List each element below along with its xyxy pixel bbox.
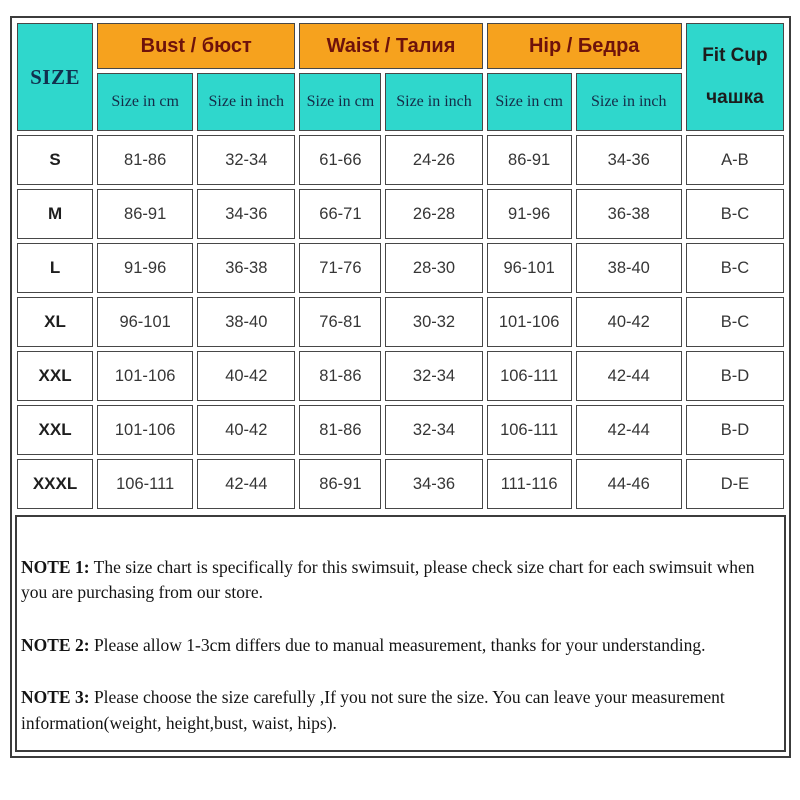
- measurement-cell: 42-44: [575, 351, 682, 401]
- waist-inch-subheader: Size in inch: [385, 73, 483, 131]
- measurement-cell: 106-111: [486, 351, 572, 401]
- measurement-cell: 40-42: [575, 297, 682, 347]
- note-1: NOTE 1: The size chart is specifically f…: [21, 555, 772, 606]
- measurement-cell: 44-46: [575, 459, 682, 509]
- size-label-cell: M: [17, 189, 94, 239]
- size-column-header: SIZE: [17, 23, 94, 131]
- measurement-cell: 96-101: [97, 297, 194, 347]
- measurement-cell: 71-76: [299, 243, 382, 293]
- measurement-cell: 101-106: [97, 351, 194, 401]
- hip-cm-subheader: Size in cm: [486, 73, 572, 131]
- measurement-cell: 76-81: [299, 297, 382, 347]
- fit-cup-cell: D-E: [685, 459, 784, 509]
- measurement-cell: 24-26: [385, 135, 483, 185]
- measurement-cell: 81-86: [299, 405, 382, 455]
- measurement-cell: 42-44: [197, 459, 296, 509]
- measurement-cell: 81-86: [97, 135, 194, 185]
- measurement-cell: 91-96: [486, 189, 572, 239]
- table-row: XXL 101-106 40-42 81-86 32-34 106-111 42-44 B-D: [17, 405, 784, 455]
- size-table-header: SIZE Bust / бюст Waist / Талия Hip / Бед…: [17, 23, 784, 131]
- measurement-cell: 66-71: [299, 189, 382, 239]
- measurement-cell: 38-40: [197, 297, 296, 347]
- measurement-cell: 86-91: [486, 135, 572, 185]
- note-3: NOTE 3: Please choose the size carefully…: [21, 685, 772, 736]
- fit-cup-cell: B-D: [685, 351, 784, 401]
- measurement-cell: 101-106: [486, 297, 572, 347]
- group-header-row: SIZE Bust / бюст Waist / Талия Hip / Бед…: [17, 23, 784, 131]
- measurement-cell: 34-36: [385, 459, 483, 509]
- measurement-cell: 86-91: [97, 189, 194, 239]
- measurement-cell: 32-34: [197, 135, 296, 185]
- measurement-cell: 101-106: [97, 405, 194, 455]
- measurement-cell: 111-116: [486, 459, 572, 509]
- measurement-cell: 42-44: [575, 405, 682, 455]
- table-row: M 86-91 34-36 66-71 26-28 91-96 36-38 B-C: [17, 189, 784, 239]
- fit-cup-column-header: Fit Cup чашка: [685, 23, 784, 131]
- chart-outer-frame: SIZE Bust / бюст Waist / Талия Hip / Бед…: [10, 16, 791, 758]
- measurement-cell: 34-36: [197, 189, 296, 239]
- note-2-label: NOTE 2:: [21, 634, 90, 655]
- measurement-cell: 36-38: [197, 243, 296, 293]
- bust-cm-subheader: Size in cm: [97, 73, 194, 131]
- table-row: S 81-86 32-34 61-66 24-26 86-91 34-36 A-B: [17, 135, 784, 185]
- size-label-cell: XXL: [17, 405, 94, 455]
- hip-inch-subheader: Size in inch: [575, 73, 682, 131]
- table-row: XXL 101-106 40-42 81-86 32-34 106-111 42-44 B-D: [17, 351, 784, 401]
- measurement-cell: 30-32: [385, 297, 483, 347]
- measurement-cell: 86-91: [299, 459, 382, 509]
- size-label-cell: L: [17, 243, 94, 293]
- measurement-cell: 28-30: [385, 243, 483, 293]
- measurement-cell: 106-111: [486, 405, 572, 455]
- note-2-text: Please allow 1-3cm differs due to manual…: [93, 634, 706, 655]
- fit-cup-header-line2: чашка: [706, 87, 764, 108]
- measurement-cell: 40-42: [197, 351, 296, 401]
- measurement-cell: 34-36: [575, 135, 682, 185]
- fit-cup-cell: B-C: [685, 297, 784, 347]
- measurement-cell: 40-42: [197, 405, 296, 455]
- waist-group-header: Waist / Талия: [299, 23, 483, 69]
- unit-subheader-row: Size in cm Size in inch Size in cm Size …: [17, 73, 784, 131]
- note-2: NOTE 2: Please allow 1-3cm differs due t…: [21, 633, 772, 658]
- note-3-text: Please choose the size carefully ,If you…: [21, 687, 725, 733]
- table-row: XXXL 106-111 42-44 86-91 34-36 111-116 44-46 D-…: [17, 459, 784, 509]
- measurement-cell: 38-40: [575, 243, 682, 293]
- notes-box: NOTE 1: The size chart is specifically f…: [15, 515, 786, 752]
- measurement-cell: 91-96: [97, 243, 194, 293]
- measurement-cell: 36-38: [575, 189, 682, 239]
- fit-cup-cell: B-C: [685, 243, 784, 293]
- bust-group-header: Bust / бюст: [97, 23, 296, 69]
- measurement-cell: 26-28: [385, 189, 483, 239]
- note-1-label: NOTE 1:: [21, 557, 90, 577]
- measurement-cell: 61-66: [299, 135, 382, 185]
- size-label-cell: XL: [17, 297, 94, 347]
- fit-cup-cell: A-B: [685, 135, 784, 185]
- size-chart-table: SIZE Bust / бюст Waist / Талия Hip / Бед…: [13, 19, 788, 513]
- measurement-cell: 96-101: [486, 243, 572, 293]
- size-label-cell: XXXL: [17, 459, 94, 509]
- fit-cup-cell: B-D: [685, 405, 784, 455]
- waist-cm-subheader: Size in cm: [299, 73, 382, 131]
- note-3-label: NOTE 3:: [21, 687, 90, 708]
- measurement-cell: 32-34: [385, 351, 483, 401]
- fit-cup-header-line1: Fit Cup: [702, 45, 768, 67]
- fit-cup-cell: B-C: [685, 189, 784, 239]
- size-table-body: S 81-86 32-34 61-66 24-26 86-91 34-36 A-B M 86-91…: [17, 135, 784, 509]
- size-label-cell: XXL: [17, 351, 94, 401]
- bust-inch-subheader: Size in inch: [197, 73, 296, 131]
- measurement-cell: 32-34: [385, 405, 483, 455]
- hip-group-header: Hip / Бедра: [486, 23, 682, 69]
- size-label-cell: S: [17, 135, 94, 185]
- table-row: L 91-96 36-38 71-76 28-30 96-101 38-40 B-C: [17, 243, 784, 293]
- measurement-cell: 81-86: [299, 351, 382, 401]
- measurement-cell: 106-111: [97, 459, 194, 509]
- note-1-text: The size chart is specifically for this …: [21, 557, 755, 603]
- table-row: XL 96-101 38-40 76-81 30-32 101-106 40-42 B-C: [17, 297, 784, 347]
